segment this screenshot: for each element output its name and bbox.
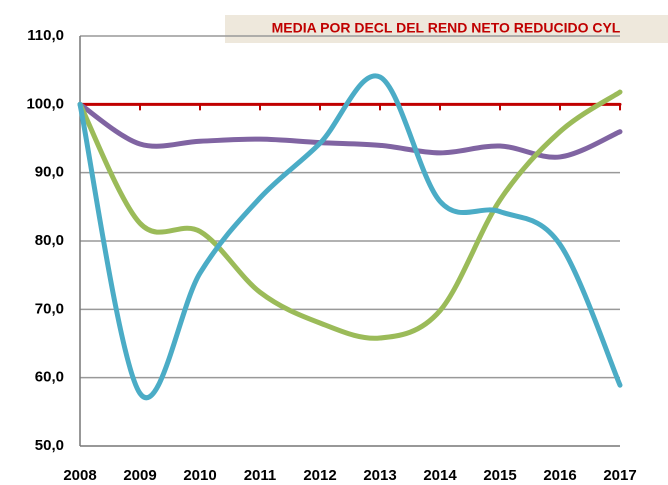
x-tick-label: 2015 [483, 467, 516, 484]
x-tick-label: 2008 [63, 467, 96, 484]
x-tick-label: 2016 [543, 467, 576, 484]
y-tick-label: 100,0 [26, 95, 64, 112]
x-tick-label: 2010 [183, 467, 216, 484]
x-tick-label: 2017 [603, 467, 636, 484]
x-tick-label: 2012 [303, 467, 336, 484]
x-tick-label: 2013 [363, 467, 396, 484]
y-tick-label: 50,0 [35, 437, 64, 454]
x-tick-label: 2009 [123, 467, 156, 484]
series-line [77, 89, 623, 341]
y-tick-label: 110,0 [27, 27, 64, 44]
y-tick-label: 60,0 [35, 369, 64, 386]
y-tick-label: 90,0 [35, 164, 64, 181]
y-tick-label: 80,0 [35, 232, 64, 249]
series-line [77, 73, 623, 400]
x-tick-label: 2011 [244, 467, 277, 484]
y-tick-label: 70,0 [35, 300, 64, 317]
x-tick-label: 2014 [423, 467, 457, 484]
chart-title: MEDIA POR DECL DEL REND NETO REDUCIDO CY… [272, 20, 621, 36]
title-box [225, 15, 668, 43]
